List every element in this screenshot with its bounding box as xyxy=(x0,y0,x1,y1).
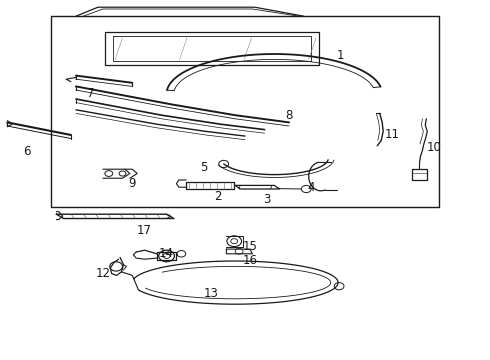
Text: 14: 14 xyxy=(159,247,174,260)
Text: 5: 5 xyxy=(199,161,207,174)
Text: 6: 6 xyxy=(23,145,31,158)
Text: 4: 4 xyxy=(307,181,315,194)
Text: 11: 11 xyxy=(385,129,399,141)
Text: 17: 17 xyxy=(137,224,152,237)
Text: 3: 3 xyxy=(263,193,271,206)
Text: 2: 2 xyxy=(214,190,222,203)
Text: 7: 7 xyxy=(87,87,95,100)
Text: 10: 10 xyxy=(426,141,441,154)
Text: 9: 9 xyxy=(128,177,136,190)
Text: 1: 1 xyxy=(337,49,344,62)
Text: 15: 15 xyxy=(243,240,257,253)
Text: 16: 16 xyxy=(243,255,257,267)
Text: 8: 8 xyxy=(285,109,293,122)
Text: 12: 12 xyxy=(96,267,110,280)
Text: 13: 13 xyxy=(203,287,218,300)
